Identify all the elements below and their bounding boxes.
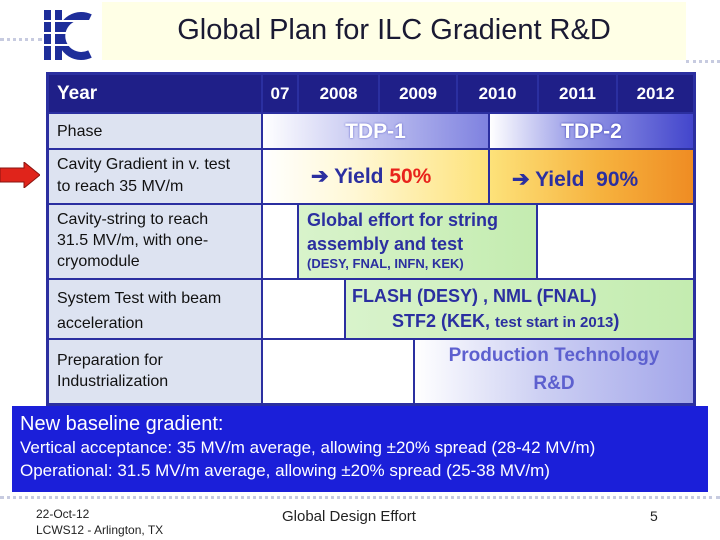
string-label-line3: cryomodule xyxy=(57,253,140,270)
year-header-label: Year xyxy=(49,75,261,112)
industrial-text-line2: R&D xyxy=(533,373,575,394)
cavity-label-line2: to reach 35 MV/m xyxy=(57,178,184,195)
yield-50-cell: ➔ Yield 50% xyxy=(263,150,488,203)
yield-word: Yield xyxy=(334,165,384,188)
system-label-line1: System Test with beam xyxy=(57,290,222,307)
empty-cell xyxy=(263,340,413,403)
footer-left: 22-Oct-12 LCWS12 - Arlington, TX xyxy=(36,506,163,538)
system-text-close: ) xyxy=(613,311,620,331)
title-box xyxy=(102,2,686,60)
phase-tdp1: TDP-1 xyxy=(263,114,488,148)
header-dots-left xyxy=(0,38,42,41)
row-label-cavity-string: Cavity-string to reach 31.5 MV/m, with o… xyxy=(49,205,261,278)
baseline-operational: Operational: 31.5 MV/m average, allowing… xyxy=(20,461,550,480)
baseline-gradient-box: New baseline gradient: Vertical acceptan… xyxy=(12,406,708,492)
system-label-line2: acceleration xyxy=(57,315,144,332)
system-test-cell: FLASH (DESY) , NML (FNAL) STF2 (KEK, tes… xyxy=(346,280,693,338)
phase-tdp2: TDP-2 xyxy=(490,114,693,148)
system-text-line2: STF2 (KEK, test start in 2013) xyxy=(352,309,693,335)
yield-90-value: 90% xyxy=(596,168,639,191)
year-07: 07 xyxy=(263,75,297,112)
baseline-heading: New baseline gradient: xyxy=(20,413,224,435)
arrow-icon: ➔ xyxy=(512,168,530,191)
row-label-phase: Phase xyxy=(49,114,261,148)
year-2012: 2012 xyxy=(618,75,693,112)
row-label-system-test: System Test with beam acceleration xyxy=(49,280,261,338)
gradient-plan-table: Year 07 2008 2009 2010 2011 2012 Phase T… xyxy=(46,72,696,406)
system-text-start: test start in 2013 xyxy=(495,314,614,331)
string-label-line1: Cavity-string to reach xyxy=(57,211,209,228)
year-2009: 2009 xyxy=(380,75,456,112)
string-effort-cell: Global effort for string assembly and te… xyxy=(299,205,536,278)
page-title: Global Plan for ILC Gradient R&D xyxy=(177,14,611,46)
footer-dots xyxy=(0,496,720,499)
empty-cell xyxy=(263,280,344,338)
system-text-line1: FLASH (DESY) , NML (FNAL) xyxy=(352,286,597,306)
footer-date: 22-Oct-12 xyxy=(36,507,90,521)
production-technology-cell: Production Technology R&D xyxy=(415,340,693,403)
year-2011: 2011 xyxy=(539,75,616,112)
string-text-line2: assembly and test xyxy=(307,234,464,254)
cavity-label-line1: Cavity Gradient in v. test xyxy=(57,156,231,173)
header-dots-right xyxy=(686,60,720,63)
row-label-cavity-gradient: Cavity Gradient in v. test to reach 35 M… xyxy=(49,150,261,203)
red-pointer-arrow-icon xyxy=(0,162,40,188)
industrial-text-line1: Production Technology xyxy=(448,345,660,366)
system-text-stf2: STF2 (KEK, xyxy=(392,311,496,331)
year-2010: 2010 xyxy=(458,75,537,112)
arrow-icon: ➔ xyxy=(311,165,329,188)
yield-word: Yield xyxy=(535,168,585,191)
page-number: 5 xyxy=(650,508,658,524)
footer-center: Global Design Effort xyxy=(282,508,416,525)
string-label-line2: 31.5 MV/m, with one- xyxy=(57,232,209,249)
string-text-line1: Global effort for string xyxy=(307,210,498,230)
year-2008: 2008 xyxy=(299,75,378,112)
string-labs: (DESY, FNAL, INFN, KEK) xyxy=(307,256,464,271)
baseline-vertical: Vertical acceptance: 35 MV/m average, al… xyxy=(20,438,596,457)
empty-cell xyxy=(263,205,297,278)
industrial-label-line1: Preparation for xyxy=(57,352,163,369)
footer-event: LCWS12 - Arlington, TX xyxy=(36,523,164,537)
logo-text: ilc xyxy=(71,59,72,61)
yield-90-cell: ➔ Yield 90% xyxy=(490,150,693,203)
empty-cell xyxy=(538,205,693,278)
yield-50-value: 50% xyxy=(389,165,432,188)
industrial-label-line2: Industrialization xyxy=(57,373,169,390)
ilc-logo: ilc xyxy=(42,10,100,61)
row-label-industrialization: Preparation for Industrialization xyxy=(49,340,261,403)
